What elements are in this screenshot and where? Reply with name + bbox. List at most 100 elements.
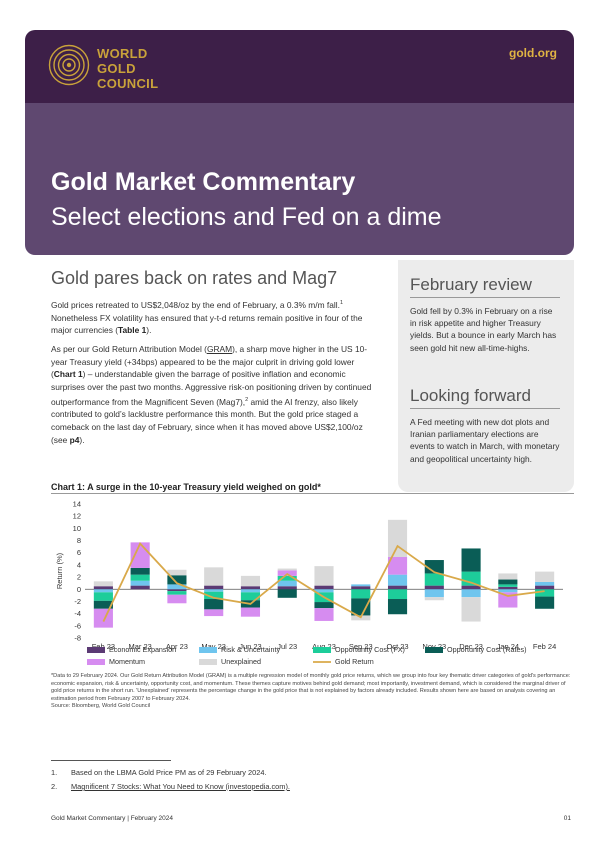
sidebar-divider <box>410 297 560 298</box>
legend-swatch <box>87 659 105 665</box>
chart-title: Chart 1: A surge in the 10-year Treasury… <box>51 482 321 492</box>
bar-segment <box>387 589 408 600</box>
footnote-ref-1[interactable]: 1 <box>339 300 343 306</box>
p4-ref[interactable]: p4 <box>69 434 80 445</box>
chart-rule <box>51 493 574 494</box>
bar-segment <box>204 609 224 617</box>
x-tick-label: Sep 23 <box>349 642 373 651</box>
p2-text-b: ), a sharp move higher in the US 10-year… <box>51 344 368 380</box>
bar-segment <box>498 579 518 585</box>
footnote-rule <box>51 760 171 761</box>
logo-line-2: GOLD <box>97 61 136 76</box>
bar-segment <box>240 607 261 617</box>
bar-segment <box>93 608 113 628</box>
page-subtitle: Select elections and Fed on a dime <box>51 203 442 231</box>
table-1-ref[interactable]: Table 1 <box>118 325 147 336</box>
bar-segment <box>277 568 297 571</box>
bar-segment <box>130 585 150 590</box>
bar-segment <box>204 567 224 586</box>
x-tick-label: Aug 23 <box>312 642 336 651</box>
legend-label: Gold Return <box>335 657 374 666</box>
y-tick-label: -4 <box>74 609 81 618</box>
bar-segment <box>130 567 150 575</box>
bar-segment <box>240 592 261 601</box>
p2-text-c: ) – understandable given the barrage of … <box>51 369 372 407</box>
bar-segment <box>387 556 408 575</box>
x-tick-label: Feb 24 <box>533 642 556 651</box>
bar-segment <box>498 589 518 593</box>
legend-label: Opportunity Cost (FX) <box>335 645 405 654</box>
legend-label: Momentum <box>109 657 145 666</box>
bar-segment <box>387 574 408 586</box>
sidebar-text-forward: A Fed meeting with new dot plots and Ira… <box>410 417 560 464</box>
footnote-2: 2. Magnificent 7 Stocks: What You Need to… <box>51 782 290 791</box>
footnote-1-num: 1. <box>51 768 58 777</box>
y-tick-label: -2 <box>74 597 81 606</box>
y-axis-label: Return (%) <box>55 552 64 589</box>
bar-segment <box>277 575 297 581</box>
bar-segment <box>535 581 555 586</box>
legend-swatch <box>199 647 217 653</box>
legend-label: Unexplained <box>221 657 261 666</box>
sidebar-divider <box>410 408 560 409</box>
x-tick-label: Jun 23 <box>239 642 262 651</box>
legend-label: Risk & Uncertainty <box>221 645 281 654</box>
p2-text-a: As per our Gold Return Attribution Model… <box>51 344 207 354</box>
bar-segment <box>461 548 481 572</box>
bar-segment <box>167 575 187 585</box>
bar-segment <box>93 586 113 590</box>
bar-segment <box>167 569 187 576</box>
site-link[interactable]: gold.org <box>509 46 557 60</box>
p2-text-e: ). <box>79 434 85 445</box>
y-tick-label: 12 <box>73 512 81 521</box>
y-tick-label: 4 <box>77 560 81 569</box>
bar-segment <box>130 574 150 581</box>
legend-swatch <box>425 647 443 653</box>
chart-box: -8 -6 -4 -2 0 2 4 6 8 10 12 14 Return (%) Feb 23 Mar 2… <box>51 496 574 668</box>
footnote-2-num: 2. <box>51 782 58 791</box>
p1-text-c: ). <box>146 325 152 336</box>
bar-segment <box>351 598 371 616</box>
x-tick-label: Oct 23 <box>386 642 408 651</box>
wgc-logo-icon <box>48 44 90 86</box>
y-tick-label: 10 <box>73 524 81 533</box>
footnote-ref-2[interactable]: 2 <box>245 396 249 403</box>
bar-segment <box>314 608 334 621</box>
gram-link[interactable]: GRAM <box>206 344 233 354</box>
page-title: Gold Market Commentary <box>51 168 356 196</box>
bar-segment <box>461 585 481 590</box>
title-band <box>25 103 574 255</box>
bar-segment <box>167 591 187 595</box>
bar-segment <box>204 585 224 590</box>
x-tick-label: Jul 23 <box>277 642 297 651</box>
bar-segment <box>277 580 297 587</box>
bar-segment <box>387 585 408 590</box>
gold-return-line <box>102 542 545 622</box>
bar-segment <box>93 600 113 609</box>
chart-1-ref[interactable]: Chart 1 <box>53 369 83 380</box>
footnote-2-link[interactable]: Magnificent 7 Stocks: What You Need to K… <box>71 782 290 791</box>
bar-segment <box>130 580 150 586</box>
bar-segment <box>461 589 481 598</box>
bar-segment <box>204 589 224 592</box>
chart-note-text: *Data to 29 February 2024. Our Gold Retu… <box>51 673 571 702</box>
bar-segment <box>461 597 481 622</box>
bar-segment <box>167 584 187 590</box>
y-tick-label: 0 <box>77 585 81 594</box>
y-tick-label: 6 <box>77 548 81 557</box>
bar-segment <box>93 592 113 601</box>
bar-segment <box>93 581 113 587</box>
y-tick-label: 2 <box>77 573 81 582</box>
bar-segment <box>167 589 187 592</box>
footer-left: Gold Market Commentary | February 2024 <box>51 815 173 822</box>
sidebar-heading-review: February review <box>410 275 532 294</box>
bar-segment <box>240 589 261 593</box>
sidebar-text-review: Gold fell by 0.3% in February on a rise … <box>410 306 557 353</box>
x-tick-label: Jan 24 <box>497 642 520 651</box>
footnote-1: 1. Based on the LBMA Gold Price PM as of … <box>51 768 267 777</box>
x-tick-label: Feb 23 <box>92 642 115 651</box>
bar-segment <box>277 589 297 598</box>
p1-text-a: Gold prices retreated to US$2,048/oz by … <box>51 299 340 310</box>
section-heading: Gold pares back on rates and Mag7 <box>51 268 338 288</box>
bar-segment <box>387 599 408 615</box>
